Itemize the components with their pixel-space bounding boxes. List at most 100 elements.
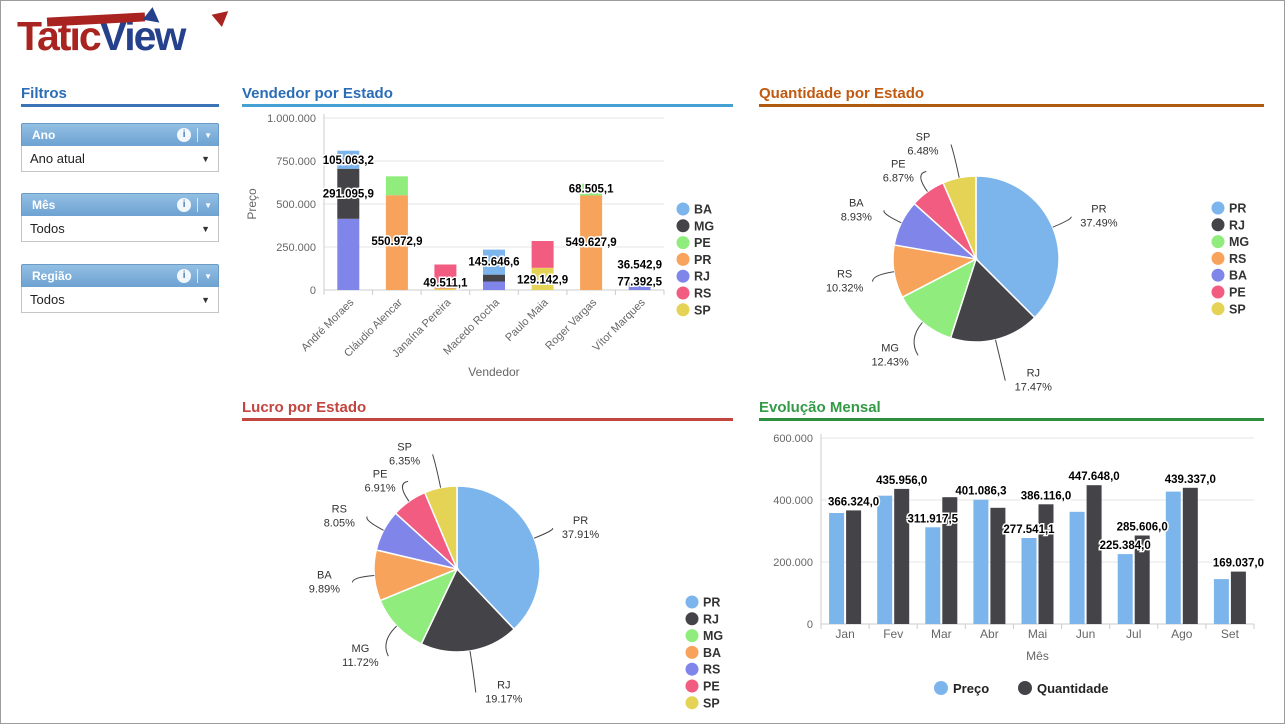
legend-label[interactable]: SP (703, 696, 720, 710)
legend-swatch-PE[interactable] (685, 679, 699, 693)
legend-label[interactable]: BA (1229, 269, 1247, 283)
legend-label[interactable]: PR (703, 596, 720, 610)
bar-Quantidade-Mai[interactable] (1038, 504, 1054, 624)
pie-slice-RJ[interactable] (949, 257, 1036, 343)
info-icon[interactable]: i (177, 269, 192, 283)
stacked-bar-segment-RS[interactable] (531, 241, 554, 268)
legend-swatch-RS[interactable] (685, 662, 699, 676)
info-icon[interactable]: i (177, 128, 192, 142)
legend-swatch-RJ[interactable] (685, 612, 699, 626)
legend-swatch-PR[interactable] (685, 595, 699, 609)
legend-label[interactable]: RS (694, 287, 711, 301)
legend-label[interactable]: BA (703, 646, 721, 660)
legend-label[interactable]: MG (1229, 235, 1249, 249)
bar-Quantidade-Ago[interactable] (1182, 487, 1198, 624)
bar-Quantidade-Jul[interactable] (1134, 535, 1150, 625)
bar-Quantidade-Abr[interactable] (990, 507, 1006, 625)
legend-swatch-RJ[interactable] (1211, 218, 1225, 232)
bar-Preço-Jul[interactable] (1117, 554, 1133, 624)
chevron-down-icon[interactable]: ▼ (204, 200, 212, 210)
legend-label[interactable]: PR (1229, 202, 1246, 216)
legend-swatch-RS[interactable] (1211, 251, 1225, 265)
legend-label[interactable]: RJ (703, 612, 719, 626)
legend-swatch-BA[interactable] (685, 645, 699, 659)
legend-swatch-PR[interactable] (1211, 201, 1225, 215)
pie-slice-SP[interactable] (942, 175, 977, 260)
chevron-down-icon[interactable]: ▼ (204, 130, 212, 140)
bar-Preço-Set[interactable] (1213, 579, 1229, 625)
stacked-bar-segment-PR[interactable] (580, 195, 603, 291)
legend-label[interactable]: Preço (953, 681, 989, 696)
chevron-down-icon[interactable]: ▼ (204, 271, 212, 281)
filter-mes-select[interactable]: Todos ▼ (21, 216, 219, 242)
legend-swatch-BA[interactable] (676, 202, 690, 216)
bar-Preço-Mai[interactable] (1021, 538, 1037, 624)
stacked-bar-segment-BA[interactable] (337, 150, 360, 169)
pie-slice-MG[interactable] (379, 567, 459, 645)
legend-label[interactable]: PR (694, 253, 711, 267)
legend-swatch-PE[interactable] (676, 236, 690, 250)
stacked-bar-segment-SP[interactable] (531, 267, 554, 290)
info-icon[interactable]: i (177, 198, 192, 212)
filter-regiao-header[interactable]: Região i ▼ (21, 264, 219, 287)
bar-Preço-Ago[interactable] (1165, 491, 1181, 624)
legend-swatch-MG[interactable] (685, 629, 699, 643)
bar-Quantidade-Mar[interactable] (942, 497, 958, 624)
legend-label[interactable]: SP (1229, 302, 1246, 316)
legend-label[interactable]: PE (703, 680, 720, 694)
bar-Preço-Abr[interactable] (973, 499, 989, 624)
legend-label[interactable]: SP (694, 303, 711, 317)
legend-swatch-RS[interactable] (676, 286, 690, 300)
filter-ano-header[interactable]: Ano i ▼ (21, 123, 219, 146)
legend-label[interactable]: RS (703, 663, 720, 677)
legend-label[interactable]: RJ (694, 270, 710, 284)
stacked-bar-segment-RJ[interactable] (337, 218, 360, 290)
bar-Quantidade-Fev[interactable] (894, 488, 910, 624)
legend-swatch-BA[interactable] (1211, 268, 1225, 282)
legend-label[interactable]: Quantidade (1037, 681, 1109, 696)
bar-Preço-Fev[interactable] (877, 495, 893, 624)
stacked-bar-segment-MG[interactable] (628, 282, 651, 284)
legend-label[interactable]: BA (694, 203, 712, 217)
legend-swatch-SP[interactable] (1211, 302, 1225, 316)
stacked-bar-segment-PE[interactable] (385, 176, 408, 196)
legend-label[interactable]: MG (703, 629, 723, 643)
legend-swatch-SP[interactable] (685, 696, 699, 710)
pie-slice-MG[interactable] (901, 257, 978, 339)
legend-swatch-Preço[interactable] (934, 681, 948, 695)
legend-swatch-Quantidade[interactable] (1018, 681, 1032, 695)
stacked-bar-segment-RJ[interactable] (628, 283, 651, 290)
legend-swatch-MG[interactable] (1211, 235, 1225, 249)
stacked-bar-segment-BA[interactable] (483, 249, 505, 275)
legend-swatch-PE[interactable] (1211, 285, 1225, 299)
legend-label[interactable]: MG (694, 219, 714, 233)
legend-swatch-SP[interactable] (676, 303, 690, 317)
bar-Preço-Jun[interactable] (1069, 511, 1085, 624)
stacked-bar-segment-SP[interactable] (434, 288, 457, 291)
filter-mes-header[interactable]: Mês i ▼ (21, 193, 219, 216)
stacked-bar-segment-MG[interactable] (483, 274, 505, 282)
stacked-bar-segment-PR[interactable] (385, 195, 408, 290)
bar-Quantidade-Set[interactable] (1230, 571, 1246, 624)
bar-Preço-Jan[interactable] (829, 513, 845, 624)
legend-label[interactable]: RJ (1229, 218, 1245, 232)
legend-swatch-MG[interactable] (676, 219, 690, 233)
stacked-bar-segment-RJ[interactable] (483, 281, 505, 291)
legend-label[interactable]: PE (694, 236, 711, 250)
pie-slice-RJ[interactable] (420, 567, 516, 653)
bar-Quantidade-Jan[interactable] (846, 510, 862, 624)
legend-swatch-RJ[interactable] (676, 269, 690, 283)
legend-label[interactable]: RS (1229, 252, 1246, 266)
bar-Quantidade-Jun[interactable] (1086, 485, 1102, 624)
pie-slice-SP[interactable] (423, 485, 458, 570)
legend-swatch-PR[interactable] (676, 252, 690, 266)
bar-Preço-Mar[interactable] (925, 527, 941, 624)
stacked-bar-segment-PE[interactable] (580, 183, 603, 196)
filter-ano-select[interactable]: Ano atual ▼ (21, 146, 219, 172)
pie-slice-PR[interactable] (975, 175, 1060, 319)
legend-label[interactable]: PE (1229, 286, 1246, 300)
filter-regiao-select[interactable]: Todos ▼ (21, 287, 219, 313)
stacked-bar-segment-RS[interactable] (434, 264, 457, 289)
pie-slice-PR[interactable] (456, 485, 541, 631)
stacked-bar-segment-MG[interactable] (337, 168, 360, 219)
